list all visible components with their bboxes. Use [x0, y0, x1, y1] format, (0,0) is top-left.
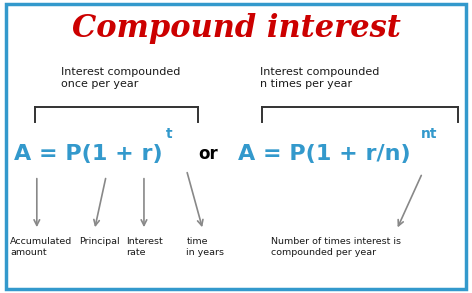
Text: A = P(1 + r/n): A = P(1 + r/n): [238, 144, 411, 164]
Text: Interest
rate: Interest rate: [126, 237, 163, 257]
Text: A = P(1 + r): A = P(1 + r): [14, 144, 163, 164]
Text: Number of times interest is
compounded per year: Number of times interest is compounded p…: [271, 237, 401, 257]
Text: Interest compounded
once per year: Interest compounded once per year: [61, 67, 181, 89]
Text: time
in years: time in years: [186, 237, 225, 257]
Text: Accumulated
amount: Accumulated amount: [10, 237, 73, 257]
Text: Principal: Principal: [79, 237, 120, 246]
Text: t: t: [166, 127, 173, 141]
Text: Compound interest: Compound interest: [72, 13, 400, 44]
Text: or: or: [198, 145, 218, 163]
Text: Interest compounded
n times per year: Interest compounded n times per year: [260, 67, 379, 89]
Text: nt: nt: [421, 127, 438, 141]
